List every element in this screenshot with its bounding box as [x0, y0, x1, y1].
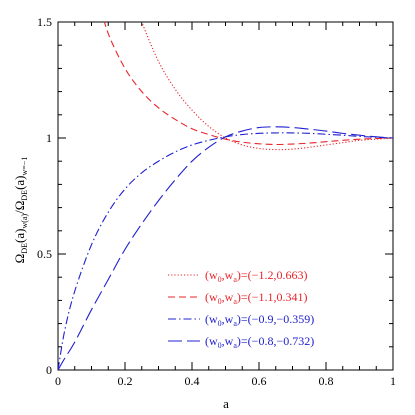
legend-text-part: =(−1.1,0.341)	[241, 290, 308, 304]
legend-text-part: a	[233, 319, 237, 328]
legend-text-part: w	[225, 312, 234, 326]
y-label-den-arg-sub: w=−1	[20, 157, 29, 176]
legend-text-part: a	[233, 341, 237, 350]
legend-text-part: )	[237, 290, 241, 304]
legend-text-part: w	[225, 290, 234, 304]
legend-entry-2: (w0,wa)=(−1.1,0.341)	[205, 290, 307, 306]
y-tick-label: 0	[46, 363, 52, 377]
y-tick-label: 0.5	[37, 247, 52, 261]
series-line-3	[58, 132, 393, 370]
legend-text-part: w	[209, 268, 218, 282]
legend: (w0,wa)=(−1.2,0.663)(w0,wa)=(−1.1,0.341)…	[168, 268, 314, 350]
y-label-num-arg-sub: w(a)	[20, 214, 29, 229]
legend-text-part: w	[225, 268, 234, 282]
legend-text-part: 0	[218, 341, 222, 350]
x-tick-label: 0	[55, 374, 61, 388]
legend-entry-3: (w0,wa)=(−0.9,−0.359)	[205, 312, 314, 328]
y-label-num-sub: DE	[20, 243, 29, 254]
x-tick-label: 0.8	[319, 374, 334, 388]
series-line-1	[141, 22, 393, 151]
legend-text-part: a	[233, 297, 237, 306]
legend-text-part: w	[209, 290, 218, 304]
legend-entry-4: (w0,wa)=(−0.8,−0.732)	[205, 334, 314, 350]
legend-entry-1: (w0,wa)=(−1.2,0.663)	[205, 268, 307, 284]
legend-text-part: 0	[218, 297, 222, 306]
y-axis-label: ΩDE(a)w(a)/ΩDE(a)w=−1	[12, 157, 29, 264]
y-label-den-sub: DE	[20, 190, 29, 201]
legend-text-part: 0	[218, 275, 222, 284]
x-axis-label: a	[223, 396, 229, 411]
y-label-num-main: Ω	[12, 254, 27, 264]
legend-text-part: ,	[222, 268, 225, 282]
legend-text-part: )	[237, 268, 241, 282]
legend-text-part: a	[233, 275, 237, 284]
axis-ticks	[57, 21, 394, 371]
legend-text-part: w	[225, 334, 234, 348]
legend-text-part: ,	[222, 334, 225, 348]
tick-labels: 0 0.2 0.4 0.6 0.8 1 0 0.5 1 1.5	[37, 15, 396, 388]
legend-text-part: )	[237, 334, 241, 348]
series-line-2	[103, 22, 393, 146]
legend-text-part: =(−0.9,−0.359)	[241, 312, 314, 326]
x-tick-label: 1	[390, 374, 396, 388]
legend-text-part: w	[209, 312, 218, 326]
legend-text-part: (	[205, 312, 209, 326]
x-tick-label: 0.6	[252, 374, 267, 388]
legend-text-part: ,	[222, 290, 225, 304]
y-label-den-arg: (a)	[12, 175, 27, 189]
legend-text-part: ,	[222, 312, 225, 326]
series-line-4	[58, 126, 393, 370]
y-label-den-main: Ω	[12, 201, 27, 211]
x-tick-label: 0.2	[118, 374, 133, 388]
legend-text-part: (	[205, 334, 209, 348]
y-tick-label: 1	[46, 131, 52, 145]
series-lines	[58, 22, 393, 370]
legend-text-part: =(−1.2,0.663)	[241, 268, 308, 282]
x-tick-label: 0.4	[185, 374, 200, 388]
legend-text-part: w	[209, 334, 218, 348]
y-tick-label: 1.5	[37, 15, 52, 29]
legend-text-part: (	[205, 268, 209, 282]
legend-text-part: )	[237, 312, 241, 326]
legend-text-part: (	[205, 290, 209, 304]
y-label-slash: /	[12, 210, 27, 214]
legend-text-part: 0	[218, 319, 222, 328]
legend-text-part: =(−0.8,−0.732)	[241, 334, 314, 348]
y-label-num-arg: (a)	[12, 229, 27, 243]
